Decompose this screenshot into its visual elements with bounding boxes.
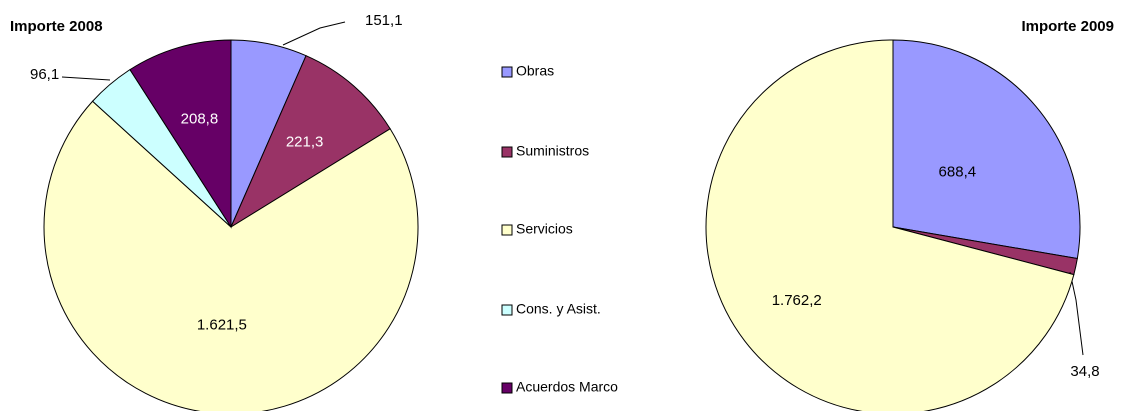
data-label: 1.621,5 [197, 317, 247, 334]
legend-label: Suministros [516, 143, 589, 159]
pie-slice [229, 55, 391, 229]
data-label: 96,1 [30, 66, 59, 83]
pie-slice [892, 39, 1081, 260]
legend-label: Obras [516, 63, 554, 79]
pie-slice [705, 39, 1075, 411]
legend-label: Cons. y Asist. [516, 301, 601, 317]
data-label: 151,1 [365, 12, 403, 29]
data-label: 1.762,2 [772, 292, 822, 309]
leader-line [1069, 271, 1084, 356]
pie-slice [129, 39, 232, 229]
leader-line [61, 76, 111, 81]
chart-title: Importe 2008 [10, 18, 103, 35]
legend-swatch [501, 66, 513, 78]
legend-swatch [501, 146, 513, 158]
data-label: 34,8 [1070, 363, 1099, 380]
chart-title: Importe 2009 [1021, 18, 1114, 35]
pie-slice [43, 100, 419, 411]
legend-swatch [501, 382, 513, 394]
data-label: 221,3 [286, 133, 324, 150]
legend-label: Servicios [516, 221, 573, 237]
data-label: 688,4 [939, 164, 977, 181]
legend-swatch [501, 304, 513, 316]
legend-swatch [501, 224, 513, 236]
legend-label: Acuerdos Marco [516, 379, 618, 395]
leader-line [282, 21, 346, 46]
data-label: 208,8 [181, 110, 219, 127]
